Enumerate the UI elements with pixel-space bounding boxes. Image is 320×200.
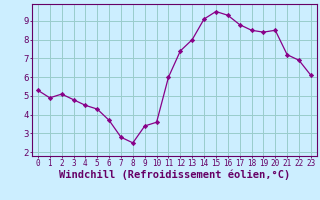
X-axis label: Windchill (Refroidissement éolien,°C): Windchill (Refroidissement éolien,°C) — [59, 170, 290, 180]
